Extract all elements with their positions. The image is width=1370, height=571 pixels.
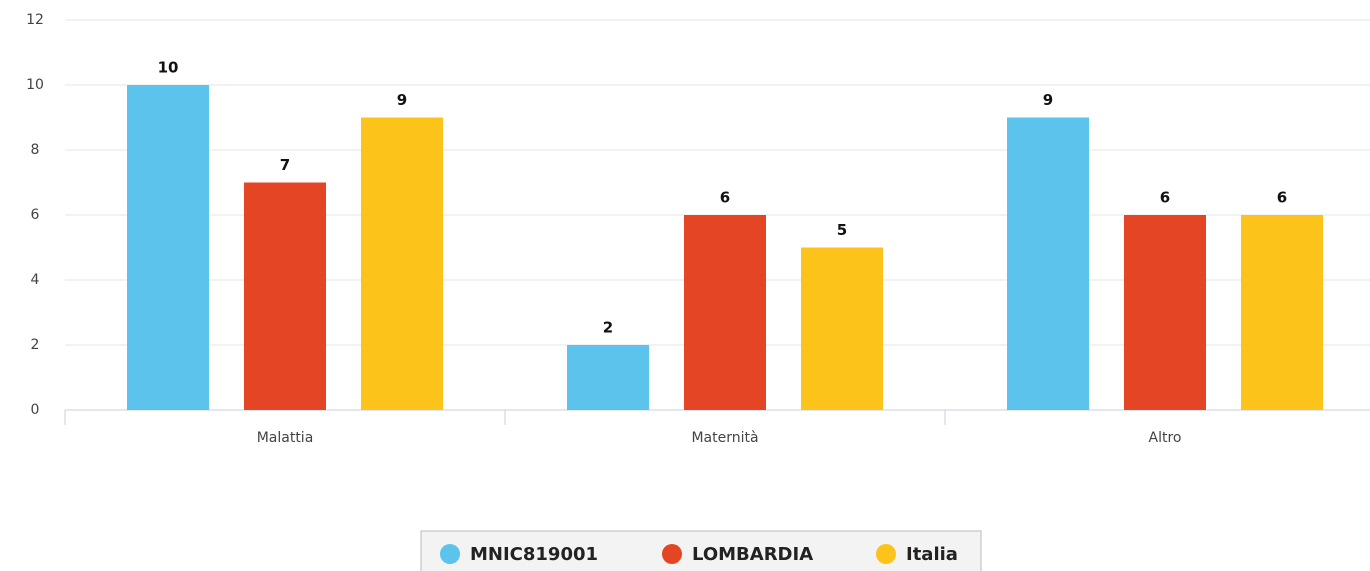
value-label: 9 — [1043, 91, 1053, 109]
y-tick-label: 12 — [26, 12, 44, 28]
y-tick-label: 2 — [31, 337, 40, 353]
value-label: 6 — [720, 189, 730, 207]
y-tick-label: 4 — [31, 272, 40, 288]
legend-marker — [662, 544, 682, 564]
y-tick-label: 8 — [31, 142, 40, 158]
bar — [1241, 215, 1323, 410]
bar — [684, 215, 766, 410]
bar — [361, 117, 443, 410]
value-label: 5 — [837, 221, 847, 239]
value-label: 9 — [397, 91, 407, 109]
legend-marker — [440, 544, 460, 564]
bar — [801, 247, 883, 410]
value-label: 2 — [603, 319, 613, 337]
x-tick-label: Maternità — [691, 430, 758, 446]
legend-label: Italia — [906, 544, 958, 565]
bar — [127, 85, 209, 410]
y-tick-label: 6 — [31, 207, 40, 223]
value-label: 6 — [1277, 189, 1287, 207]
bar — [244, 182, 326, 410]
value-label: 10 — [158, 59, 179, 77]
bar — [1124, 215, 1206, 410]
bar — [567, 345, 649, 410]
legend-marker — [876, 544, 896, 564]
bar — [1007, 117, 1089, 410]
legend-label: MNIC819001 — [470, 544, 598, 565]
value-label: 6 — [1160, 189, 1170, 207]
y-tick-label: 0 — [31, 402, 40, 418]
x-tick-label: Altro — [1149, 430, 1182, 446]
y-tick-label: 10 — [26, 77, 44, 93]
legend-label: LOMBARDIA — [692, 544, 813, 565]
x-tick-label: Malattia — [257, 430, 314, 446]
value-label: 7 — [280, 156, 290, 174]
